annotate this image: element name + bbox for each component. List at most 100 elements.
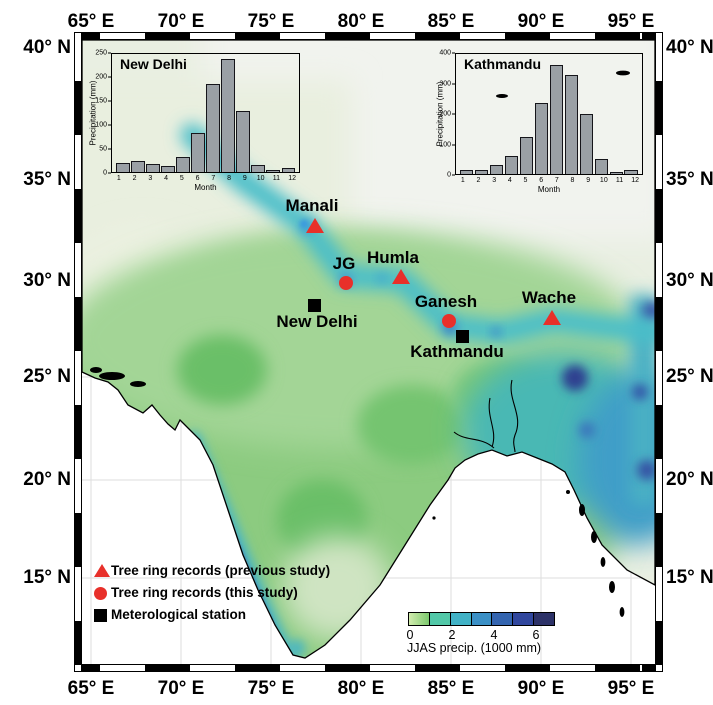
inset-ytickmark xyxy=(108,148,111,150)
marker-ganesh-circle-icon xyxy=(442,314,456,328)
axis-tick-top-3: 80° E xyxy=(337,11,385,32)
inset-xtick-new-delhi-2: 2 xyxy=(132,175,137,182)
axis-tick-top-1: 70° E xyxy=(157,11,205,32)
axis-tick-left-4: 20° N xyxy=(23,469,71,490)
map-frame-right xyxy=(655,32,663,672)
bar-kathmandu-month-1 xyxy=(460,170,474,174)
inset-ytick-kathmandu-200: 200 xyxy=(439,110,451,118)
inset-xtick-kathmandu-2: 2 xyxy=(476,177,481,184)
axis-tick-right-3: 25° N xyxy=(666,366,713,387)
bar-new-delhi-month-11 xyxy=(266,170,281,172)
inset-chart-new-delhi: New Delhi 0 50 100 150 200 250 1 2 3 4 5 6 7 8 9 10 11 12 M… xyxy=(89,50,300,192)
bar-kathmandu-month-11 xyxy=(609,171,623,174)
marker-kathmandu-square-icon xyxy=(455,329,469,343)
legend-label-2: Meterological station xyxy=(111,607,247,622)
marker-kathmandu-label: Kathmandu xyxy=(410,342,504,361)
inset-ytickmark xyxy=(108,76,111,78)
marker-jg-circle-icon xyxy=(339,276,353,290)
inset-xtick-kathmandu-9: 9 xyxy=(586,177,591,184)
axis-tick-left-0: 40° N xyxy=(23,37,71,58)
legend-label-1: Tree ring records (this study) xyxy=(111,585,298,600)
axis-tick-bottom-3: 80° E xyxy=(337,678,385,699)
axis-tick-top-6: 95° E xyxy=(607,11,655,32)
inset-plot-area-new-delhi: New Delhi xyxy=(111,53,300,173)
bar-kathmandu-month-3 xyxy=(489,165,504,174)
legend-item-2: Meterological station xyxy=(93,607,333,623)
inset-plot-area-kathmandu: Kathmandu xyxy=(455,53,643,175)
bar-new-delhi-month-5 xyxy=(176,156,190,172)
inset-ytick-new-delhi-200: 200 xyxy=(95,73,107,81)
bar-kathmandu-month-5 xyxy=(519,137,534,174)
marker-humla-triangle-icon xyxy=(392,269,410,284)
marker-manali-triangle-icon xyxy=(306,218,324,233)
inset-xtick-new-delhi-4: 4 xyxy=(164,175,169,182)
inset-ytick-new-delhi-50: 50 xyxy=(99,145,107,153)
marker-ganesh-label: Ganesh xyxy=(414,292,478,311)
marker-manali-label: Manali xyxy=(285,196,339,215)
bar-new-delhi-month-10 xyxy=(251,165,265,172)
inset-xtick-new-delhi-8: 8 xyxy=(227,175,232,182)
bar-kathmandu-month-12 xyxy=(624,170,638,174)
axis-tick-bottom-2: 75° E xyxy=(247,678,295,699)
bar-kathmandu-month-6 xyxy=(534,102,549,174)
legend-label-0: Tree ring records (previous study) xyxy=(111,563,331,578)
colorbar-cell-1 xyxy=(429,613,451,625)
inset-xtick-new-delhi-10: 10 xyxy=(256,175,265,182)
inset-xtick-kathmandu-5: 5 xyxy=(523,177,528,184)
inset-xtick-kathmandu-1: 1 xyxy=(460,177,465,184)
colorbar-cell-2 xyxy=(450,613,472,625)
inset-ytickmark xyxy=(108,52,111,54)
colorbar-cell-5 xyxy=(513,613,535,625)
colorbar-tick-1: 2 xyxy=(448,628,456,642)
axis-tick-right-5: 15° N xyxy=(666,567,713,588)
bar-new-delhi-month-6 xyxy=(191,132,205,172)
inset-ylabel-new-delhi: Precipitation (mm) xyxy=(88,80,98,146)
inset-xtick-new-delhi-7: 7 xyxy=(211,175,216,182)
axis-tick-top-0: 65° E xyxy=(67,11,115,32)
colorbar-title: JJAS precip. (1000 mm) xyxy=(407,641,542,655)
bar-series-new-delhi xyxy=(113,54,298,172)
inset-xtick-kathmandu-6: 6 xyxy=(539,177,544,184)
inset-ytick-new-delhi-250: 250 xyxy=(95,49,107,57)
inset-ytickmark xyxy=(452,174,455,176)
inset-ytick-new-delhi-150: 150 xyxy=(95,97,107,105)
inset-ytick-kathmandu-300: 300 xyxy=(439,80,451,87)
axis-tick-top-4: 85° E xyxy=(427,11,475,32)
bar-kathmandu-month-7 xyxy=(549,65,564,174)
inset-xtick-new-delhi-5: 5 xyxy=(179,175,184,182)
axis-tick-left-3: 25° N xyxy=(23,366,71,387)
inset-ytickmark xyxy=(108,124,111,126)
bar-series-kathmandu xyxy=(457,54,641,174)
bar-new-delhi-month-2 xyxy=(131,161,145,172)
inset-xtick-new-delhi-6: 6 xyxy=(195,175,200,182)
colorbar-cell-4 xyxy=(492,613,514,625)
inset-ytick-kathmandu-0: 0 xyxy=(447,171,451,179)
inset-ylabel-kathmandu: Precipitation (mm) xyxy=(435,81,445,147)
bar-new-delhi-month-7 xyxy=(206,83,220,172)
axis-tick-bottom-5: 90° E xyxy=(517,678,565,699)
inset-xtick-new-delhi-9: 9 xyxy=(242,175,247,182)
inset-ytick-new-delhi-0: 0 xyxy=(103,169,107,177)
axis-tick-bottom-0: 65° E xyxy=(67,678,115,699)
colorbar-tick-3: 6 xyxy=(532,628,540,642)
axis-tick-left-5: 15° N xyxy=(23,567,71,588)
axis-tick-top-5: 90° E xyxy=(517,11,565,32)
colorbar-cell-6 xyxy=(534,613,555,625)
marker-wache-triangle-icon xyxy=(543,310,561,325)
inset-xtick-kathmandu-3: 3 xyxy=(492,177,497,184)
colorbar-cell-3 xyxy=(471,613,493,625)
inset-ytick-new-delhi-100: 100 xyxy=(95,121,107,129)
bar-new-delhi-month-1 xyxy=(116,162,130,172)
axis-tick-right-1: 35° N xyxy=(666,169,713,190)
map-frame-bottom xyxy=(74,664,663,672)
axis-tick-left-1: 35° N xyxy=(23,169,71,190)
axis-tick-bottom-4: 85° E xyxy=(427,678,475,699)
colorbar xyxy=(408,612,555,626)
axis-tick-right-2: 30° N xyxy=(666,270,713,291)
inset-xtick-kathmandu-8: 8 xyxy=(570,177,575,184)
marker-jg-label: JG xyxy=(332,254,356,273)
map-frame-left xyxy=(74,32,82,672)
triangle-icon xyxy=(94,564,110,577)
inset-xtick-new-delhi-12: 12 xyxy=(288,175,297,182)
